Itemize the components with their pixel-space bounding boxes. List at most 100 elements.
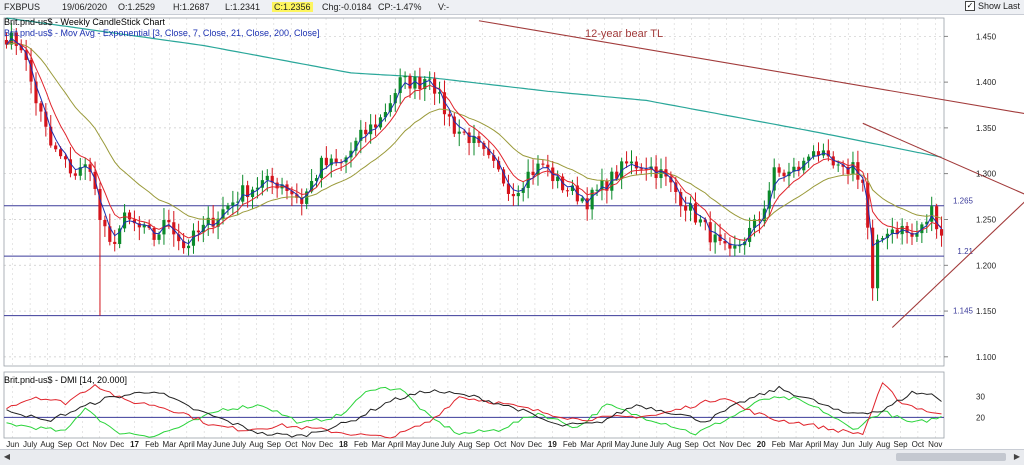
candle-body [4,39,9,45]
candle-body [167,220,171,223]
dmi-panel: 30 20 [4,382,985,439]
candle-body [526,171,530,189]
x-tick-label: Dec [319,440,333,449]
candle-body [565,190,570,192]
candle-body [142,224,146,228]
candle-body [497,160,501,170]
candle-body [501,169,506,184]
candle-body [314,178,319,181]
x-tick-label: Nov [302,440,316,449]
show-last-toggle[interactable]: ✓ Show Last [964,1,1020,11]
candle-body [152,228,156,240]
candle-body [127,212,132,220]
candle-body [132,219,136,224]
candle-body [816,151,821,156]
candle-body [506,183,511,194]
x-tick-label: July [859,440,873,449]
candle-body [472,136,476,144]
candle-body [541,163,545,165]
scroll-left-icon[interactable]: ◀ [3,452,11,461]
volume-label: V:- [438,2,450,12]
price-tick-label: 1.200 [976,261,997,270]
candle-body [44,111,48,127]
ema-lines [6,37,942,247]
candle-body [536,163,540,176]
candle-body [49,126,53,146]
x-tick-label: April [388,440,404,449]
candle-body [250,189,255,198]
candle-body [531,171,535,176]
level-label: 1.265 [953,197,974,206]
candle-body [408,75,412,89]
x-tick-label: Nov [719,440,733,449]
candle-body [383,112,387,118]
candle-body [241,185,245,202]
change-label: Chg:-0.0184 [322,2,372,12]
triangle-upper-line [862,122,1024,195]
dmi-minus-line [6,382,942,439]
show-last-checkbox[interactable]: ✓ [964,1,975,11]
x-tick-label: Sep [267,440,282,449]
candle-body [255,187,260,190]
price-axis: 1.450 1.400 1.350 1.300 1.250 1.200 1.150 1.100 [944,32,997,362]
x-tick-label: May [614,440,629,449]
candle-body [334,158,338,163]
candle-body [733,245,737,249]
dmi-plus-line [6,386,942,438]
candle-body [403,75,407,78]
price-tick-label: 1.350 [976,124,997,133]
x-tick-label: Sep [476,440,491,449]
candle-body [482,142,486,149]
candle-body [63,156,68,160]
candle-body [201,224,205,233]
ema200-line [6,17,942,158]
candle-body [260,180,264,188]
candle-body [206,217,210,225]
candle-body [792,166,796,172]
candle-body [270,175,274,183]
dmi-panel-border [3,371,945,439]
candle-body [688,203,693,211]
price-tick-label: 1.250 [976,215,997,224]
candles-group [4,22,944,316]
x-tick-label: June [631,440,649,449]
candle-body [113,241,117,245]
candle-body [826,150,830,157]
chart-grid [3,17,945,439]
x-tick-label: 19 [548,440,557,449]
scroll-thumb[interactable] [896,453,1006,461]
candle-body [615,171,619,179]
candle-body [413,76,417,89]
x-tick-label: Aug [458,440,472,449]
quote-header: FXBPUS 19/06/2020 O:1.2529 H:1.2687 L:1.… [0,0,1024,15]
candle-body [157,234,161,240]
scroll-right-icon[interactable]: ▶ [1013,452,1021,461]
candle-body [68,159,73,174]
candle-body [19,45,23,51]
candle-body [310,180,314,192]
triangle-lower-line [891,201,1024,328]
candle-body [221,209,225,219]
candle-body [851,162,855,175]
candle-body [196,230,200,233]
dmi-tick-label: 20 [976,413,985,422]
candle-body [73,173,77,176]
x-tick-label: Aug [40,440,54,449]
candle-body [428,78,432,80]
candle-body [639,168,643,170]
candle-body [226,205,230,210]
price-tick-label: 1.300 [976,170,997,179]
candle-body [393,93,397,104]
candlestick-chart: 1.265 1.21 1.145 1.450 1.400 1.350 1.300 1.250… [3,17,1024,449]
candle-body [772,167,776,191]
candle-body [880,238,885,240]
x-tick-label: Sep [58,440,73,449]
x-tick-label: Mar [162,440,176,449]
x-tick-label: 18 [339,440,348,449]
horizontal-scrollbar[interactable]: ◀ ▶ [0,449,1024,465]
candle-body [186,245,191,249]
x-tick-label: Feb [354,440,368,449]
candle-body [359,129,363,141]
candle-body [777,167,781,173]
candle-body [265,175,269,181]
